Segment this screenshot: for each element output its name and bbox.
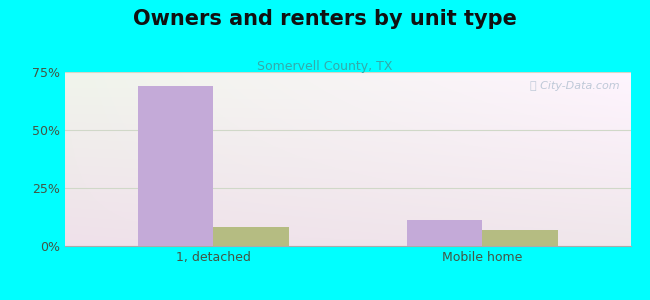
Bar [407,220,482,246]
Text: Owners and renters by unit type: Owners and renters by unit type [133,9,517,29]
Bar [138,86,213,246]
Text: Somervell County, TX: Somervell County, TX [257,60,393,73]
Text: ⓘ City-Data.com: ⓘ City-Data.com [530,81,619,91]
Bar [213,227,289,246]
Bar [482,230,558,246]
